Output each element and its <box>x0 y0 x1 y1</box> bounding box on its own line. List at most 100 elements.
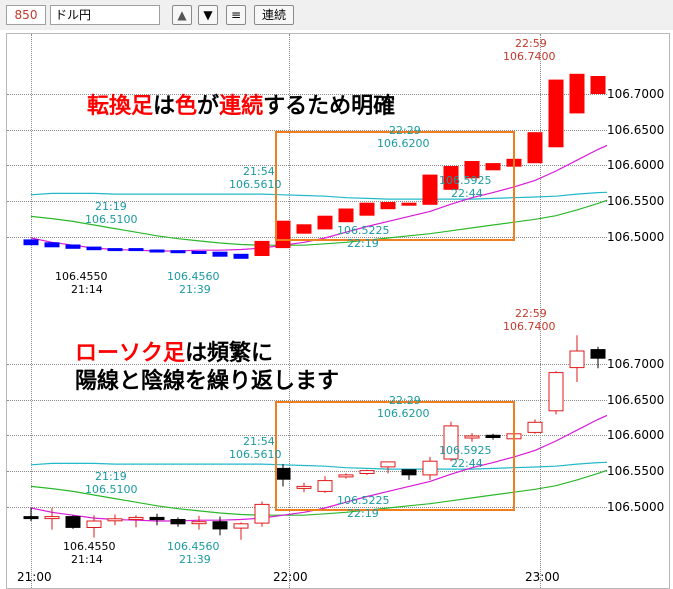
heikin-ashi-bar <box>254 240 270 256</box>
heikin-ashi-bar <box>317 215 333 230</box>
candle-body <box>527 421 543 433</box>
y-tick-label: 106.6500 <box>607 123 665 137</box>
candle-body <box>548 372 564 412</box>
x-tick-label: 22:00 <box>273 570 308 584</box>
candle-body <box>107 518 123 522</box>
heikin-ashi-bar <box>275 220 291 249</box>
annotation-value: 106.5610 <box>229 178 282 191</box>
annotation-time: 22:29 <box>389 124 421 137</box>
heikin-ashi-bar <box>590 76 606 94</box>
horizontal-gridline <box>7 364 607 365</box>
annotation-time: 21:54 <box>243 435 275 448</box>
candle-body <box>170 519 186 525</box>
y-tick-label: 106.5500 <box>607 194 665 208</box>
annotation-value: 106.5100 <box>85 483 138 496</box>
annotation-time: 21:39 <box>179 553 211 566</box>
horizontal-gridline <box>7 400 607 401</box>
heikin-ashi-bar <box>128 248 144 252</box>
horizontal-gridline <box>7 435 607 436</box>
candle-body <box>149 516 165 521</box>
symbol-code-field[interactable]: 850 <box>6 5 46 25</box>
annotation-value: 106.7400 <box>503 320 556 333</box>
heikin-ashi-bar <box>443 166 459 190</box>
heikin-ashi-bar <box>191 251 207 254</box>
up-arrow-icon[interactable]: ▲ <box>172 5 192 25</box>
candle-body <box>44 516 60 520</box>
annotation-value: 106.7400 <box>503 50 556 63</box>
bottom-caption-line1: ローソク足は頻繁に <box>75 340 273 368</box>
caption-part: するため明確 <box>263 94 396 119</box>
heikin-ashi-bar <box>233 253 249 259</box>
heikin-ashi-bar <box>296 224 312 234</box>
candle-body <box>128 516 144 520</box>
heikin-ashi-bar <box>464 161 480 179</box>
continuous-button[interactable]: 連続 <box>254 5 294 25</box>
candle-body <box>464 435 480 439</box>
annotation-value: 106.4560 <box>167 270 220 283</box>
annotation-value: 106.6200 <box>377 407 430 420</box>
annotation-low-value: 106.4550 <box>55 270 108 283</box>
candle-body <box>569 350 585 369</box>
candle-body <box>317 480 333 492</box>
candle-body <box>191 521 207 525</box>
menu-icon[interactable]: ≡ <box>226 5 246 25</box>
caption-part: ローソク足 <box>75 341 186 366</box>
ma-green-line-bottom <box>30 469 607 516</box>
annotation-value: 106.5100 <box>85 213 138 226</box>
caption-part: 連続 <box>219 94 264 119</box>
annotation-time: 22:19 <box>347 237 379 250</box>
candle-body <box>212 521 228 530</box>
heikin-ashi-bar <box>401 202 417 206</box>
horizontal-gridline <box>7 237 607 238</box>
candle-body <box>359 470 375 475</box>
caption-part: 転換足 <box>87 94 154 119</box>
horizontal-gridline <box>7 507 607 508</box>
annotation-time: 22:59 <box>515 37 547 50</box>
y-tick-label: 106.5500 <box>607 464 665 478</box>
heikin-ashi-bar <box>212 251 228 257</box>
candle-body <box>485 434 501 438</box>
ma-magenta-line-bottom <box>30 414 607 522</box>
bottom-caption-line2: 陽線と陰線を繰り返します <box>75 369 340 394</box>
y-tick-label: 106.7000 <box>607 357 665 371</box>
toolbar: 850 ドル円 ▲ ▼ ≡ 連続 <box>0 0 673 30</box>
annotation-value: 106.5225 <box>337 224 390 237</box>
heikin-ashi-bar <box>422 174 438 205</box>
candle-body <box>254 503 270 524</box>
caption-part: は <box>153 94 176 119</box>
annotation-low-time: 21:14 <box>71 553 103 566</box>
horizontal-gridline <box>7 130 607 131</box>
vertical-gridline <box>31 34 32 588</box>
annotation-time: 21:19 <box>95 470 127 483</box>
currency-pair-field[interactable]: ドル円 <box>50 5 160 25</box>
down-arrow-icon[interactable]: ▼ <box>198 5 218 25</box>
horizontal-gridline <box>7 94 607 95</box>
candle-body <box>86 520 102 528</box>
heikin-ashi-bar <box>23 239 39 246</box>
candle-body <box>443 425 459 460</box>
heikin-ashi-bar <box>527 132 543 164</box>
annotation-value: 106.6200 <box>377 137 430 150</box>
annotation-time: 22:44 <box>451 187 483 200</box>
caption-part: が <box>197 94 220 119</box>
heikin-ashi-bar <box>149 249 165 253</box>
annotation-time: 21:39 <box>179 283 211 296</box>
annotation-value: 106.5925 <box>439 174 492 187</box>
heikin-ashi-bar <box>485 163 501 171</box>
y-tick-label: 106.6000 <box>607 158 665 172</box>
annotation-time: 21:54 <box>243 165 275 178</box>
annotation-value: 106.5610 <box>229 448 282 461</box>
top-caption: 転換足は色が連続するため明確 <box>87 93 395 121</box>
candle-body <box>422 460 438 476</box>
candle-body <box>233 523 249 529</box>
y-tick-label: 106.6000 <box>607 428 665 442</box>
y-tick-label: 106.5000 <box>607 500 665 514</box>
ma-green-line-top <box>30 199 607 246</box>
candle-body <box>23 516 39 520</box>
vertical-gridline <box>289 34 290 588</box>
annotation-time: 22:19 <box>347 507 379 520</box>
heikin-ashi-bar <box>86 246 102 251</box>
annotation-time: 21:19 <box>95 200 127 213</box>
heikin-ashi-bar <box>107 248 123 252</box>
vertical-gridline <box>540 34 541 588</box>
